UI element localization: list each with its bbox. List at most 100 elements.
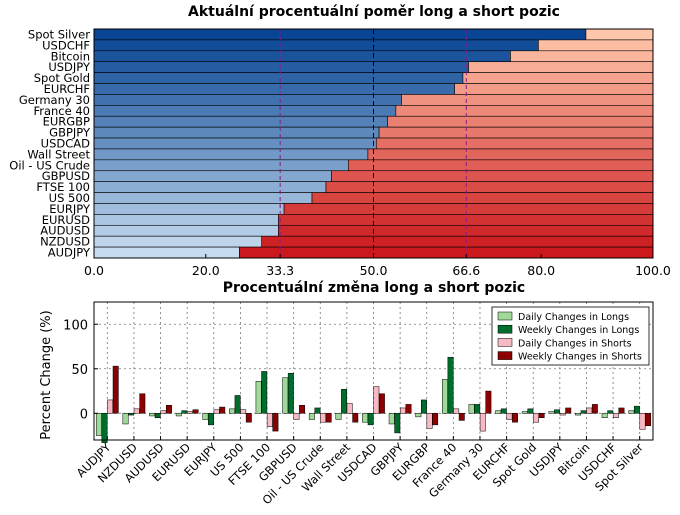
change-bar: [95, 413, 102, 436]
change-bar: [181, 410, 188, 414]
category-label: Germany 30: [19, 93, 90, 107]
change-bar: [187, 411, 193, 414]
category-label: Oil - US Crude: [9, 158, 90, 172]
change-bar: [255, 380, 262, 414]
long-bar: [93, 28, 587, 41]
change-bar: [122, 413, 129, 425]
legend-label: Weekly Changes in Longs: [518, 325, 639, 336]
short-bar: [367, 148, 654, 161]
change-bar: [234, 395, 241, 414]
change-bar: [394, 413, 401, 434]
y-axis-label: Percent Change (%): [39, 310, 54, 439]
category-label: AUDJPY: [48, 246, 91, 260]
change-bar: [495, 410, 502, 414]
long-bar: [93, 137, 377, 150]
short-bar: [239, 246, 654, 259]
change-bar: [415, 413, 422, 418]
short-bar: [585, 28, 654, 41]
change-bar: [149, 413, 156, 417]
category-label: NZDUSD: [40, 235, 90, 249]
change-bar: [128, 413, 135, 416]
category-label: EURCHF: [44, 82, 90, 96]
category-label: US 500: [49, 191, 90, 205]
change-bar: [112, 365, 119, 414]
change-bar: [639, 413, 646, 430]
change-bar: [325, 413, 332, 423]
legend-label: Daily Changes in Shorts: [518, 338, 632, 349]
change-bar: [575, 413, 582, 416]
change-bar: [208, 413, 214, 426]
change-bar: [453, 408, 460, 414]
category-label: USDJPY: [48, 60, 91, 74]
x-tick-label: 50.0: [360, 263, 388, 278]
change-bar: [485, 390, 492, 414]
long-bar: [93, 170, 332, 182]
change-bar: [586, 407, 593, 414]
change-bar: [506, 413, 513, 420]
change-bar: [607, 410, 614, 414]
change-bar: [565, 407, 572, 414]
short-bar: [378, 126, 654, 139]
change-bar: [299, 405, 305, 414]
change-bar: [612, 413, 619, 418]
change-bar: [633, 405, 640, 414]
change-bar: [213, 409, 220, 414]
change-bar: [219, 406, 226, 414]
change-bar: [521, 411, 528, 414]
change-bar: [591, 404, 598, 414]
short-bar: [462, 72, 654, 84]
change-bar: [335, 413, 342, 420]
change-bar: [287, 372, 294, 414]
change-bar: [367, 413, 374, 426]
x-tick-label: 80.0: [527, 263, 555, 278]
long-bar: [93, 148, 369, 161]
category-label: USDCHF: [42, 38, 90, 52]
change-bar: [442, 379, 448, 414]
long-bar: [93, 72, 464, 84]
change-bar: [512, 413, 518, 423]
x-tick-label: 0.0: [84, 263, 104, 278]
change-bar: [426, 413, 433, 429]
y-tick-label: 0: [80, 407, 88, 422]
change-bar: [458, 413, 465, 421]
change-bar: [293, 413, 300, 420]
change-bar: [202, 413, 209, 420]
x-tick-label: 20.0: [192, 263, 220, 278]
change-bar: [154, 413, 161, 418]
change-bar: [548, 411, 555, 414]
long-bar: [93, 115, 388, 128]
x-tick-label: 33.3: [266, 263, 294, 278]
category-label: Wall Street: [27, 147, 90, 161]
change-bar: [175, 413, 182, 417]
x-tick-label: 66.6: [452, 263, 480, 278]
change-bar: [107, 399, 114, 414]
change-bar: [314, 407, 321, 414]
long-bar: [93, 214, 279, 226]
change-bar: [500, 408, 507, 414]
legend-swatch: [497, 311, 513, 321]
category-label: FTSE 100: [36, 180, 90, 194]
x-tick-label: 100.0: [635, 263, 671, 278]
short-bar: [395, 105, 654, 117]
short-bar: [538, 39, 654, 52]
change-bar: [192, 409, 199, 414]
legend-label: Weekly Changes in Shorts: [518, 352, 642, 363]
change-bar: [527, 408, 534, 414]
short-bar: [401, 94, 654, 106]
category-label: GBPJPY: [49, 126, 91, 140]
change-bar: [266, 413, 273, 427]
category-label: GBPUSD: [42, 169, 90, 183]
long-bar: [93, 246, 240, 259]
short-bar: [311, 192, 654, 204]
short-bar: [331, 170, 654, 182]
legend-label: Daily Changes in Longs: [518, 312, 629, 323]
change-bar: [447, 356, 454, 414]
change-bar: [420, 399, 427, 414]
change-bar: [554, 409, 560, 414]
category-label: USDCAD: [41, 137, 90, 151]
category-label: AUDUSD: [40, 224, 90, 238]
short-bar: [454, 83, 654, 95]
